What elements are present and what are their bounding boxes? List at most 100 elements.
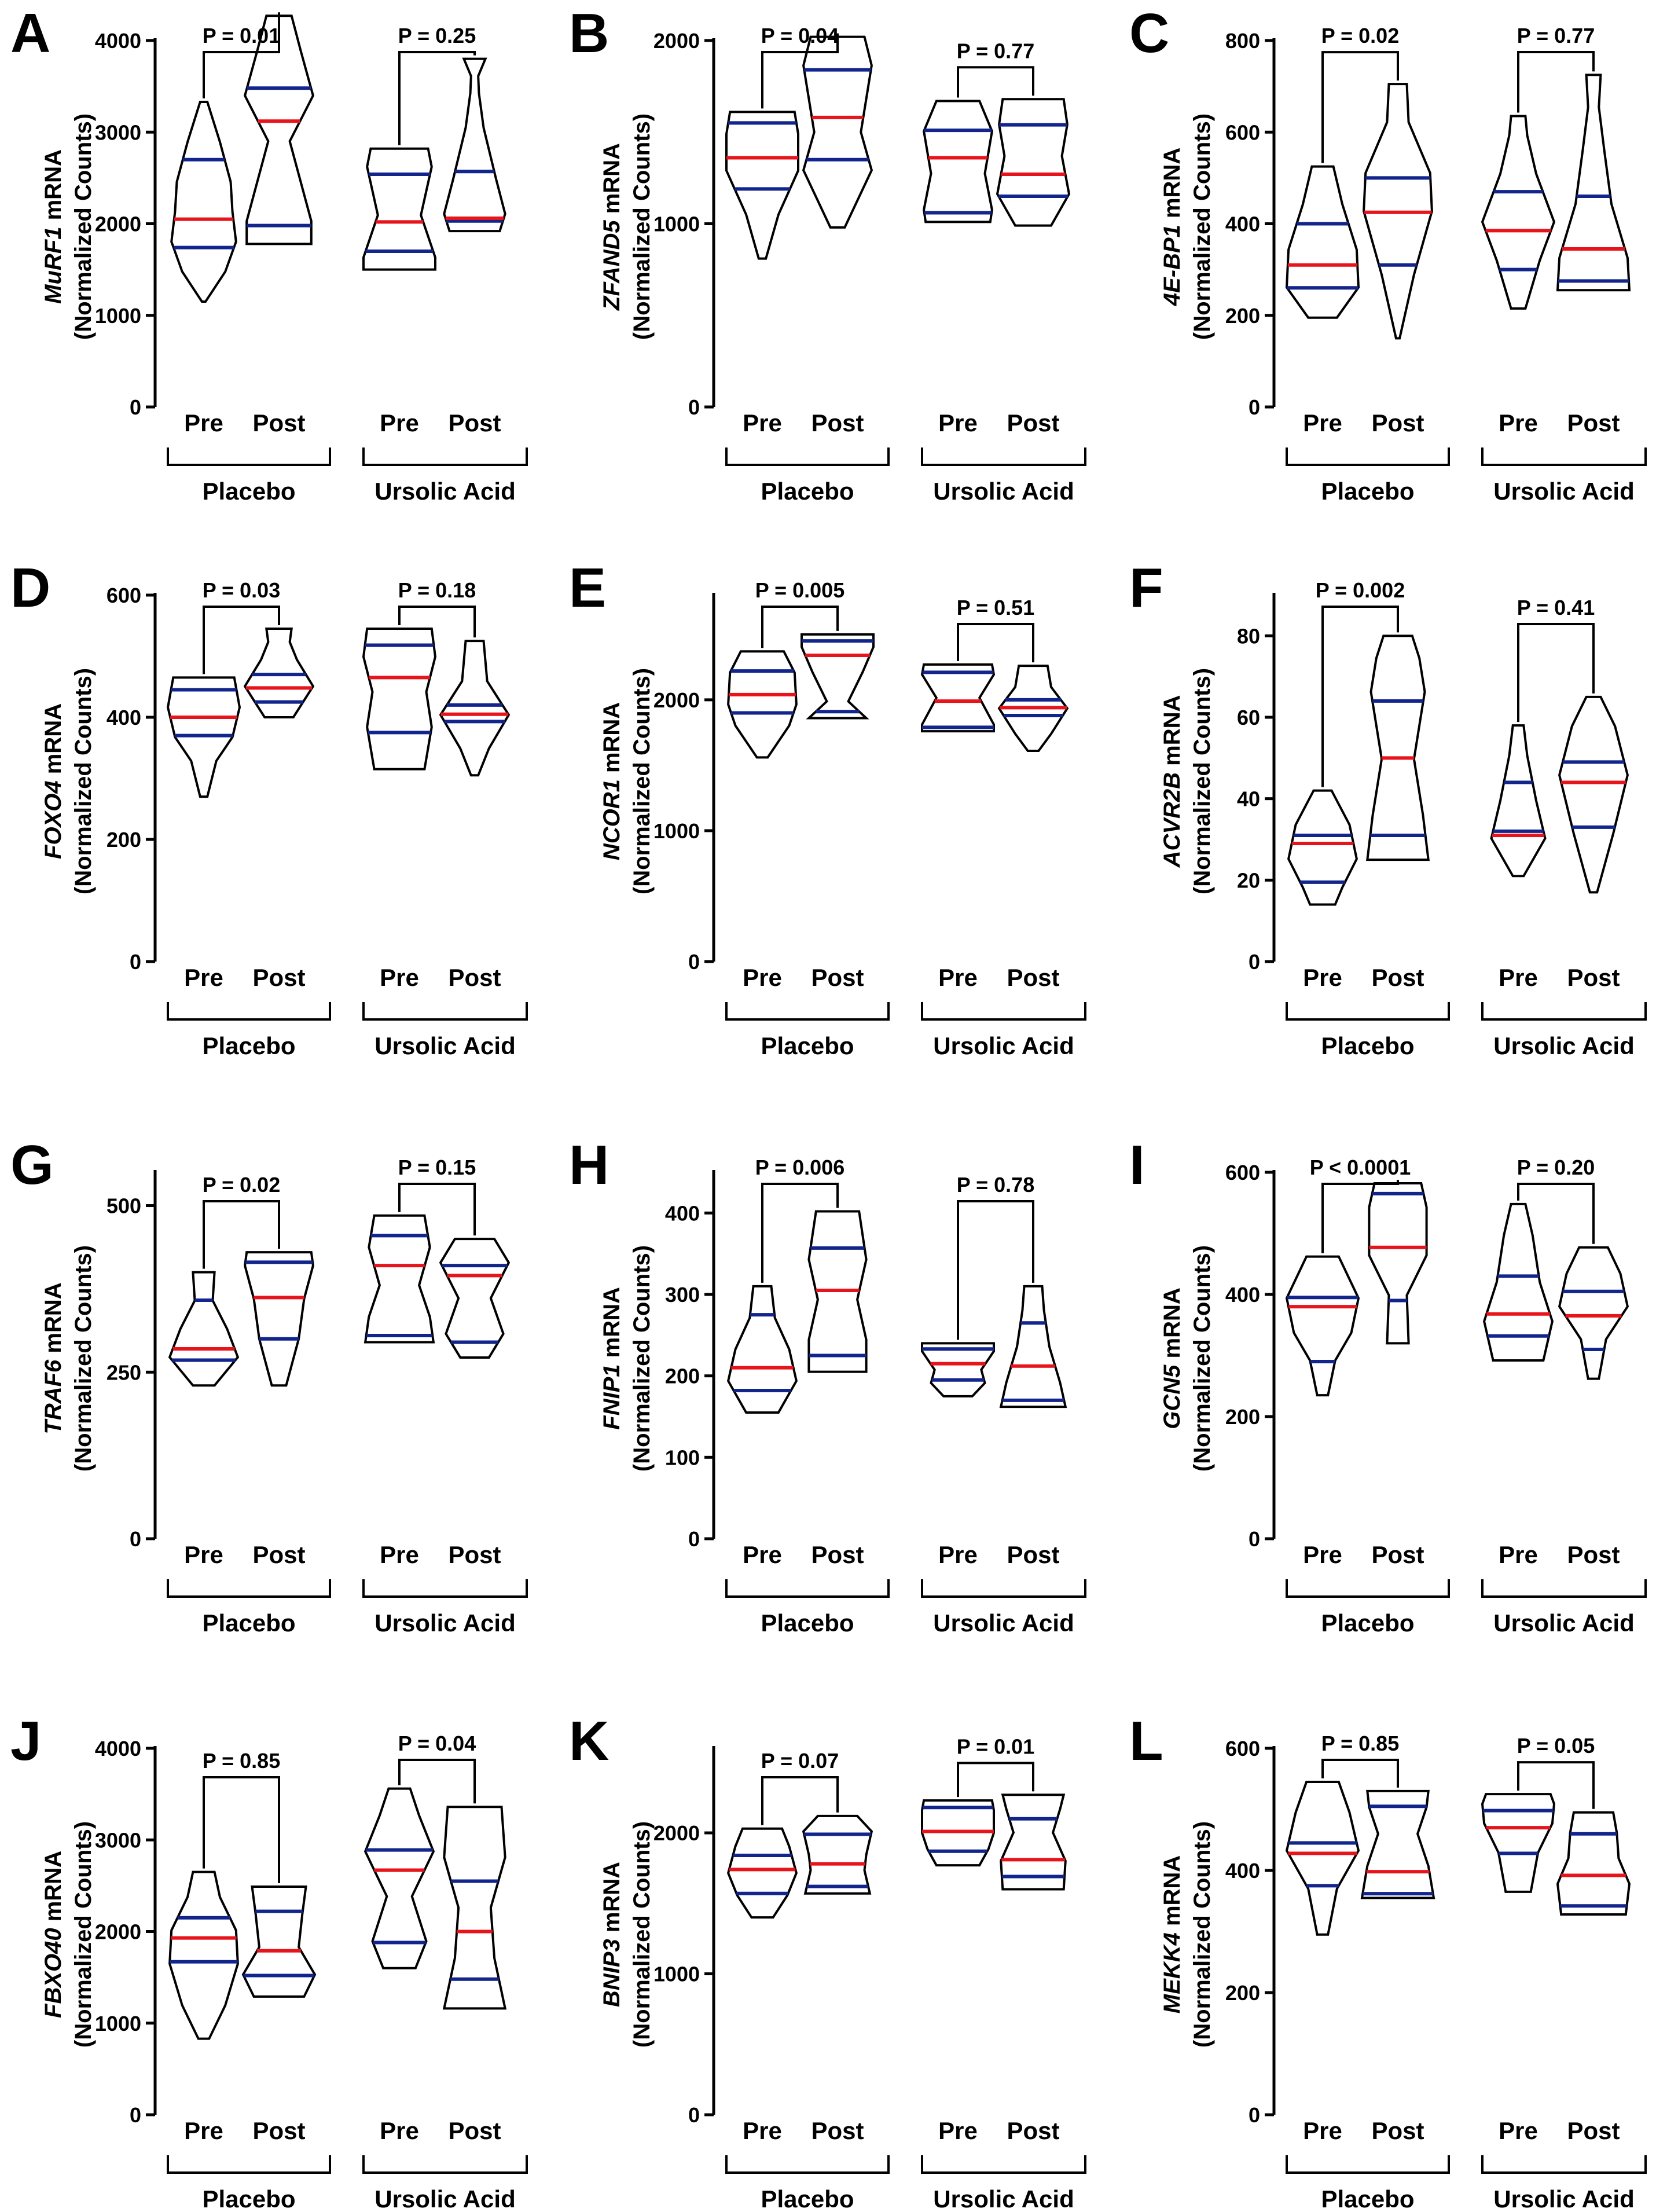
- y-axis-label: NCOR1 mRNA (Normalized Counts): [599, 668, 655, 894]
- y-axis-label-line1: 4E-BP1 mRNA: [1159, 148, 1185, 306]
- x-condition-label: Pre: [380, 1541, 419, 1568]
- y-axis-label-line1: GCN5 mRNA: [1159, 1287, 1185, 1429]
- x-condition-label: Post: [811, 2117, 864, 2144]
- x-condition-label: Post: [1007, 964, 1059, 991]
- y-tick-label: 3000: [95, 120, 141, 144]
- y-axis-gene: BNIP3: [599, 1939, 625, 2007]
- y-axis-label-line2: (Normalized Counts): [1189, 1821, 1215, 2048]
- violin-outline: [920, 663, 996, 733]
- x-condition-label: Post: [1371, 964, 1424, 991]
- panel-letter: J: [10, 1710, 41, 1772]
- x-condition-label: Pre: [1499, 2117, 1538, 2144]
- y-tick-label: 0: [130, 1527, 141, 1551]
- group-label: Placebo: [1321, 1609, 1414, 1637]
- significance-bracket: [203, 1200, 280, 1269]
- violin-placebo-post: [244, 1251, 314, 1387]
- violin-ursolic-acid-pre: [1481, 1793, 1556, 1893]
- panel-C: C 4E-BP1 mRNA (Normalized Counts) 0 200 400 60…: [1129, 2, 1647, 505]
- y-axis-label-line1: MuRF1 mRNA: [41, 149, 66, 304]
- significance-bracket: [1517, 51, 1595, 113]
- violin-ursolic-acid-post: [996, 98, 1071, 227]
- y-tick-label: 0: [1249, 1527, 1260, 1551]
- violin-ursolic-acid-pre: [1483, 1202, 1554, 1362]
- y-tick-label: 0: [1249, 395, 1260, 419]
- y-axis-gene: ACVR2B: [1159, 772, 1185, 868]
- panel-letter: K: [569, 1710, 609, 1772]
- violin-outline: [363, 1214, 435, 1344]
- y-tick-label: 300: [665, 1283, 700, 1307]
- y-tick-label: 600: [107, 584, 141, 607]
- violin-placebo-post: [241, 1885, 317, 1998]
- x-condition-label: Pre: [184, 409, 223, 436]
- y-axis-unit: mRNA: [1159, 1287, 1185, 1364]
- x-condition-label: Pre: [743, 409, 782, 436]
- violin-placebo-pre: [1285, 1781, 1360, 1936]
- group-label: Ursolic Acid: [1493, 2185, 1635, 2212]
- y-axis-label-line2: (Normalized Counts): [71, 113, 96, 340]
- x-condition-label: Pre: [938, 964, 978, 991]
- y-tick-label: 400: [1225, 1859, 1260, 1883]
- violin-outline: [1366, 634, 1430, 861]
- significance-bracket: [1321, 606, 1399, 787]
- group-label: Ursolic Acid: [933, 1032, 1074, 1059]
- y-tick-label: 1000: [653, 819, 700, 843]
- x-condition-label: Post: [1371, 2117, 1424, 2144]
- violin-ursolic-acid-post: [1556, 1811, 1631, 1916]
- group-label: Ursolic Acid: [933, 2185, 1074, 2212]
- x-condition-label: Post: [252, 2117, 305, 2144]
- x-condition-label: Pre: [1499, 964, 1538, 991]
- violin-outline: [727, 650, 798, 759]
- y-axis-gene: MuRF1: [41, 227, 66, 304]
- group-label: Placebo: [202, 478, 295, 505]
- y-tick-label: 2000: [653, 688, 700, 712]
- y-axis-label: TRAF6 mRNA (Normalized Counts): [41, 1245, 96, 1472]
- panel-B: B ZFAND5 mRNA (Normalized Counts) 0 1000 2000…: [569, 2, 1086, 505]
- y-axis-label-line1: BNIP3 mRNA: [599, 1862, 625, 2007]
- violin-placebo-pre: [1285, 165, 1360, 319]
- group-bracket: [921, 1002, 1086, 1021]
- significance-bracket: [1517, 623, 1595, 722]
- significance-bracket: [203, 606, 280, 674]
- group-label: Ursolic Acid: [1493, 478, 1635, 505]
- violin-outline: [362, 628, 437, 771]
- y-axis-label: GCN5 mRNA (Normalized Counts): [1159, 1245, 1215, 1472]
- x-condition-label: Pre: [1303, 409, 1342, 436]
- significance-bracket: [957, 1200, 1034, 1340]
- y-tick-label: 600: [1225, 1161, 1260, 1184]
- violin-outline: [1556, 1811, 1631, 1916]
- y-tick-label: 600: [1225, 120, 1260, 144]
- significance-bracket: [957, 623, 1034, 663]
- violin-outline: [439, 1238, 511, 1359]
- x-condition-label: Pre: [1303, 2117, 1342, 2144]
- violin-ursolic-acid-pre: [1481, 115, 1556, 310]
- violin-ursolic-acid-post: [442, 1806, 507, 2010]
- y-axis-gene: MEKK4: [1159, 1932, 1185, 2013]
- y-tick-label: 20: [1237, 868, 1260, 892]
- p-value-label: P = 0.02: [1321, 24, 1399, 47]
- y-axis-label-line2: (Normalized Counts): [629, 113, 655, 340]
- y-axis-label: FNIP1 mRNA (Normalized Counts): [599, 1245, 655, 1472]
- panel-letter: F: [1129, 557, 1163, 619]
- violin-outline: [1490, 724, 1547, 878]
- x-condition-label: Post: [448, 2117, 501, 2144]
- p-value-label: P = 0.78: [957, 1173, 1034, 1197]
- violin-outline: [244, 1251, 314, 1387]
- x-condition-label: Post: [448, 409, 501, 436]
- panel-letter: G: [10, 1134, 54, 1196]
- violin-outline: [439, 640, 511, 777]
- y-axis-label-line2: (Normalized Counts): [629, 1245, 655, 1472]
- y-tick-label: 0: [688, 395, 700, 419]
- y-tick-label: 0: [1249, 2103, 1260, 2127]
- y-tick-label: 0: [130, 2103, 141, 2127]
- y-tick-label: 100: [665, 1446, 700, 1469]
- panel-F: F ACVR2B mRNA (Normalized Counts) 0 20 40 60 80…: [1129, 557, 1647, 1059]
- violin-outline: [1483, 1202, 1554, 1362]
- group-bracket: [725, 2155, 890, 2174]
- group-label: Placebo: [202, 1032, 295, 1059]
- x-condition-label: Post: [448, 1541, 501, 1568]
- violin-outline: [1558, 1246, 1629, 1380]
- y-tick-label: 4000: [95, 1737, 141, 1760]
- y-tick-label: 2000: [653, 29, 700, 53]
- panel-E: E NCOR1 mRNA (Normalized Counts) 0 1000 2000 P…: [569, 557, 1086, 1059]
- panel-letter: H: [569, 1134, 609, 1196]
